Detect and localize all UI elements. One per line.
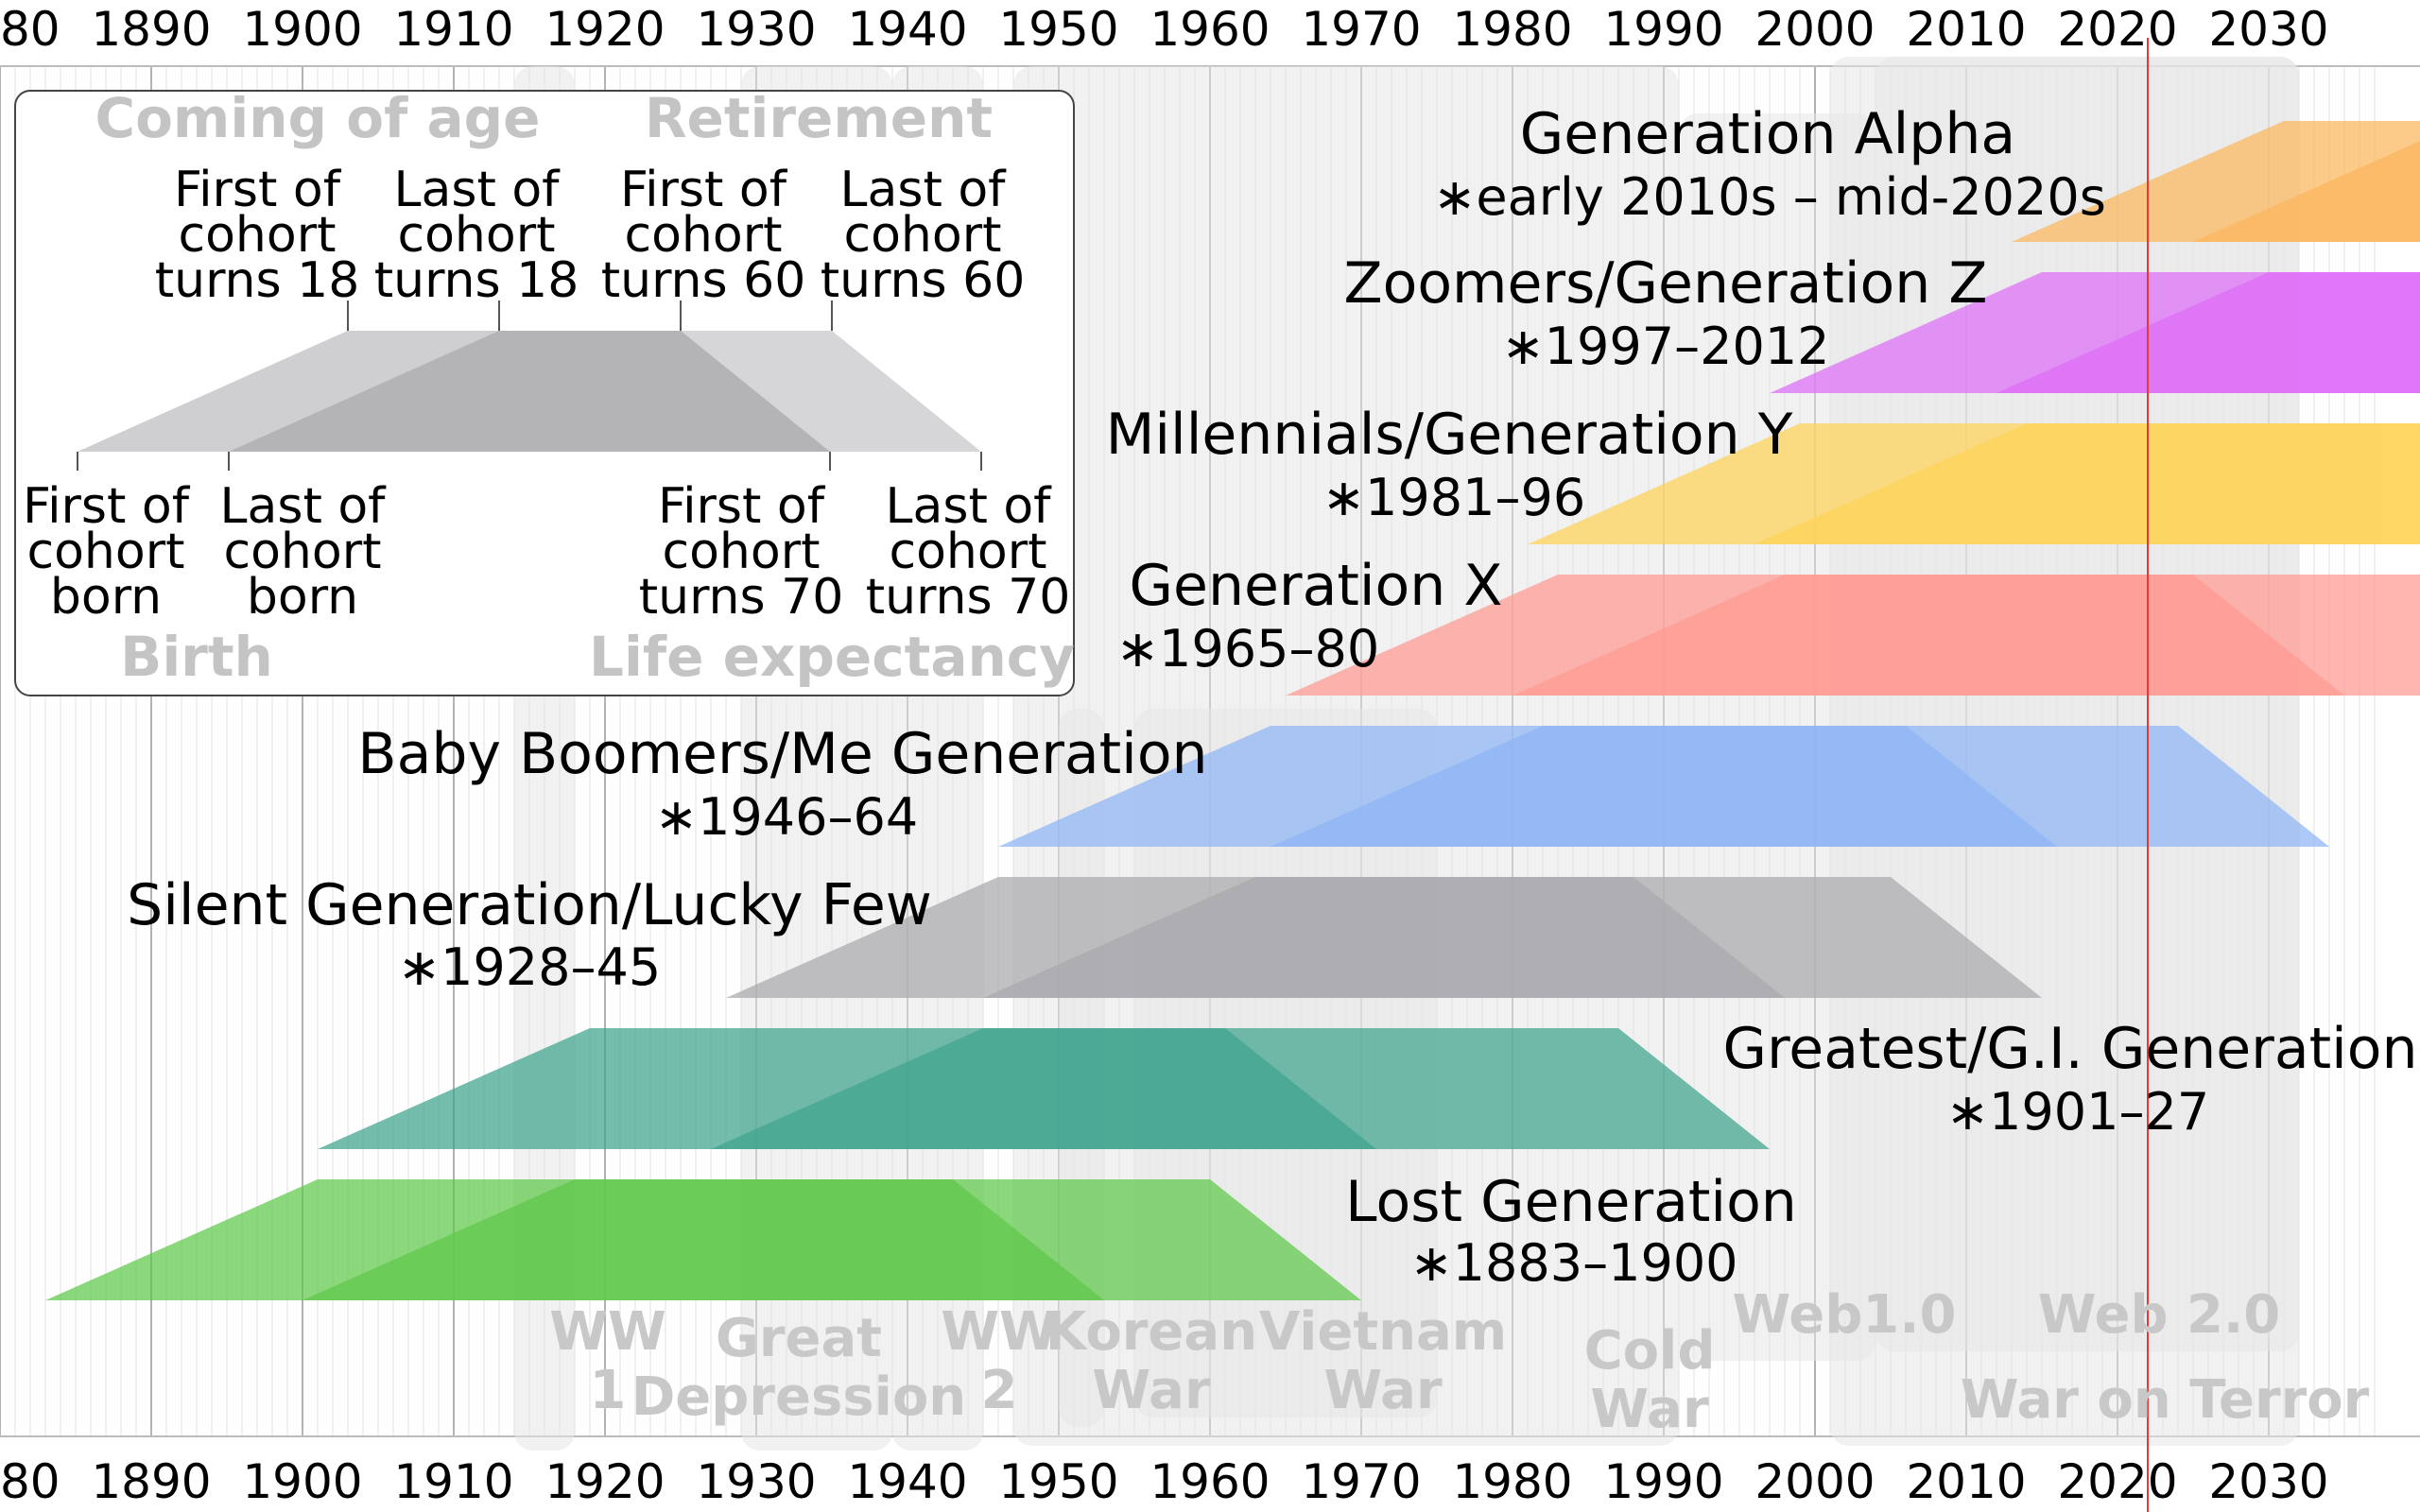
event-label-web1: Web1.0 bbox=[1732, 1284, 1956, 1346]
year-tick-label: 1950 bbox=[998, 1454, 1118, 1509]
year-tick-label: 1930 bbox=[696, 1454, 816, 1509]
year-tick-label: 2010 bbox=[1906, 2, 2026, 57]
generation-name-greatest: Greatest/G.I. Generation bbox=[1722, 1016, 2417, 1082]
top-year-axis: 1880 1890 1900 1910 1920 1930 1940 1950 1960 1970… bbox=[0, 2, 2329, 57]
year-tick-label: 1880 bbox=[0, 2, 60, 57]
event-label-vietnam-war: Vietnam War bbox=[1259, 1301, 1507, 1421]
year-tick-label: 1900 bbox=[242, 1454, 362, 1509]
legend-retirement: Retirement bbox=[645, 86, 993, 150]
legend-left-wedge bbox=[78, 331, 499, 452]
generation-band-silent bbox=[726, 877, 2042, 998]
last-cohort-shape bbox=[711, 1028, 1770, 1149]
generation-band-alpha bbox=[2012, 121, 2420, 242]
year-tick-label: 1890 bbox=[91, 2, 211, 57]
event-label-ww2: WW 2 bbox=[941, 1301, 1058, 1421]
legend-bottom-label: Last of cohort born bbox=[220, 478, 388, 626]
year-tick-label: 2030 bbox=[2208, 2, 2328, 57]
legend-bottom-label: First of cohort born bbox=[23, 478, 191, 626]
year-tick-label: 1890 bbox=[91, 1454, 211, 1509]
bottom-year-axis: 1880 1890 1900 1910 1920 1930 1940 1950 1960 1970… bbox=[0, 1454, 2329, 1509]
year-tick-label: 1920 bbox=[544, 2, 665, 57]
last-cohort-shape bbox=[1270, 726, 2329, 847]
year-tick-label: 1980 bbox=[1452, 1454, 1572, 1509]
generation-band-lost bbox=[45, 1179, 1361, 1300]
year-tick-label: 1990 bbox=[1603, 2, 1723, 57]
year-tick-label: 1880 bbox=[0, 1454, 60, 1509]
legend-overlap-shape bbox=[229, 331, 830, 452]
year-tick-label: 1930 bbox=[696, 2, 816, 57]
legend-top-label: Last of cohort turns 60 bbox=[821, 162, 1026, 309]
legend-top-label: First of cohort turns 60 bbox=[601, 162, 806, 309]
generation-band-genz bbox=[1770, 272, 2420, 393]
year-tick-label: 1950 bbox=[998, 2, 1118, 57]
generation-name-genz: Zoomers/Generation Z bbox=[1344, 250, 1988, 317]
year-tick-label: 1960 bbox=[1150, 1454, 1270, 1509]
generation-name-lost: Lost Generation bbox=[1345, 1169, 1797, 1235]
year-tick-label: 1940 bbox=[847, 1454, 967, 1509]
legend-coming-of-age: Coming of age bbox=[95, 86, 541, 150]
event-label-korean-war: Korean War bbox=[1046, 1301, 1257, 1421]
legend-bottom-label: Last of cohort turns 70 bbox=[866, 478, 1071, 626]
generation-name-millennials: Millennials/Generation Y bbox=[1106, 402, 1793, 468]
generation-years-greatest: ∗1901–27 bbox=[1946, 1082, 2209, 1142]
year-tick-label: 2020 bbox=[2057, 1454, 2177, 1509]
year-tick-label: 2010 bbox=[1906, 1454, 2026, 1509]
generation-name-alpha: Generation Alpha bbox=[1520, 101, 2015, 167]
event-label-cold-war: Cold War bbox=[1584, 1320, 1716, 1440]
year-tick-label: 2000 bbox=[1754, 2, 1875, 57]
generation-name-silent: Silent Generation/Lucky Few bbox=[127, 872, 932, 938]
generation-years-genx: ∗1965–80 bbox=[1116, 619, 1379, 679]
generation-years-millennials: ∗1981–96 bbox=[1322, 468, 1585, 527]
generation-years-silent: ∗1928–45 bbox=[398, 937, 661, 997]
generation-years-lost: ∗1883–1900 bbox=[1409, 1233, 1737, 1293]
generation-years-genz: ∗1997–2012 bbox=[1501, 317, 1829, 376]
last-cohort-shape bbox=[983, 877, 2042, 998]
year-tick-label: 1960 bbox=[1150, 2, 1270, 57]
generation-years-alpha: ∗early 2010s – mid-2020s bbox=[1433, 167, 2106, 227]
year-tick-label: 1910 bbox=[393, 2, 513, 57]
year-tick-label: 1990 bbox=[1603, 1454, 1723, 1509]
year-tick-label: 2000 bbox=[1754, 1454, 1875, 1509]
year-tick-label: 1900 bbox=[242, 2, 362, 57]
last-cohort-shape bbox=[1996, 272, 2420, 393]
year-tick-label: 2020 bbox=[2057, 2, 2177, 57]
year-tick-label: 1980 bbox=[1452, 2, 1572, 57]
legend-life-expectancy: Life expectancy bbox=[589, 625, 1075, 689]
last-cohort-shape bbox=[1512, 575, 2420, 696]
generation-band-boomers bbox=[998, 726, 2329, 847]
year-tick-label: 1970 bbox=[1301, 2, 1421, 57]
event-label-web2: Web 2.0 bbox=[2038, 1284, 2281, 1346]
year-tick-label: 1970 bbox=[1301, 1454, 1421, 1509]
year-tick-label: 1920 bbox=[544, 1454, 665, 1509]
generation-name-genx: Generation X bbox=[1130, 553, 1503, 619]
generation-years-boomers: ∗1946–64 bbox=[655, 787, 918, 847]
last-cohort-shape bbox=[302, 1179, 1361, 1300]
generation-band-genx bbox=[1286, 575, 2420, 696]
year-tick-label: 2030 bbox=[2208, 1454, 2328, 1509]
event-label-war-on-terror: War on Terror bbox=[1961, 1369, 2370, 1431]
generation-band-millennials bbox=[1528, 423, 2420, 544]
event-label-great-depression: Great Depression bbox=[631, 1308, 966, 1428]
last-cohort-shape bbox=[2193, 141, 2420, 242]
legend-bottom-label: First of cohort turns 70 bbox=[639, 478, 844, 626]
legend-top-label: First of cohort turns 18 bbox=[155, 162, 360, 309]
legend-box: Coming of age Retirement Birth Life expecta… bbox=[14, 86, 1075, 696]
year-tick-label: 1910 bbox=[393, 1454, 513, 1509]
legend-birth: Birth bbox=[120, 625, 273, 689]
generation-bands bbox=[45, 121, 2420, 1300]
event-label-ww1: WW 1 bbox=[549, 1301, 666, 1421]
generation-labels: Lost Generation∗1883–1900 Greatest/G.I. G… bbox=[127, 101, 2417, 1293]
last-cohort-shape bbox=[1754, 423, 2420, 544]
year-tick-label: 1940 bbox=[847, 2, 967, 57]
legend-top-label: Last of cohort turns 18 bbox=[374, 162, 579, 309]
generation-band-greatest bbox=[318, 1028, 1770, 1149]
generation-name-boomers: Baby Boomers/Me Generation bbox=[357, 721, 1207, 787]
